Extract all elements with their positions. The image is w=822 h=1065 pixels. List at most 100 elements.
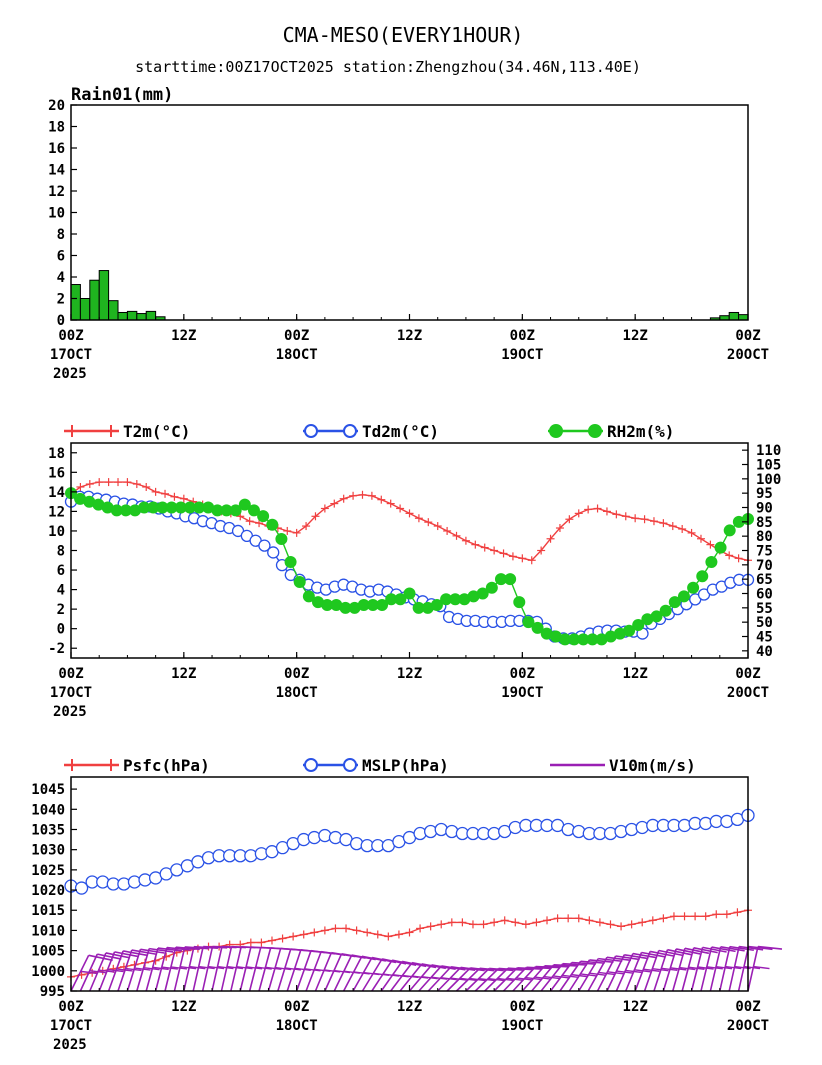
x-tick-label: 17OCT: [50, 685, 92, 701]
point-marker: [278, 934, 287, 943]
barb-flag: [562, 962, 587, 966]
y-tick-label: 45: [756, 630, 773, 646]
y-tick-label: 40: [756, 644, 773, 660]
y-tick-label: -2: [48, 641, 65, 657]
rain-axes: 00Z 17OCT 2025 12Z 00Z 18OCT 12Z 00Z 19OCT 12Z 00Z…: [48, 98, 769, 382]
point-marker: [508, 820, 522, 835]
barb-flag: [517, 967, 542, 970]
barb-staff: [211, 946, 223, 992]
point-marker: [555, 524, 564, 533]
barb-flag: [184, 946, 209, 950]
x-tick-label: 00Z: [510, 328, 535, 344]
point-marker: [104, 478, 113, 487]
rain-bar: [728, 311, 740, 321]
x-tick-label: 00Z: [510, 666, 535, 682]
point-marker: [238, 498, 251, 511]
barb-staff: [342, 955, 363, 992]
point-marker: [414, 514, 423, 523]
barb-flag: [535, 965, 560, 969]
y-tick-label: 75: [756, 544, 773, 560]
point-marker: [445, 824, 459, 839]
point-marker: [403, 587, 416, 600]
point-marker: [433, 522, 442, 531]
barb-half: [161, 966, 178, 970]
point-marker: [161, 489, 170, 498]
point-marker: [701, 912, 710, 921]
barb-staff: [286, 949, 302, 992]
barb-staff: [89, 952, 107, 992]
point-marker: [659, 604, 672, 617]
point-marker: [527, 556, 536, 565]
point-marker: [424, 824, 438, 839]
barb-flag: [140, 948, 165, 954]
point-marker: [416, 924, 425, 933]
point-marker: [480, 543, 489, 552]
barb-staff: [79, 953, 99, 992]
point-marker: [706, 540, 715, 549]
barb-half: [198, 965, 215, 970]
y-tick-label: 0: [57, 622, 65, 638]
rain-bar: [738, 314, 749, 321]
barb-flag: [580, 960, 605, 964]
point-marker: [572, 824, 586, 839]
point-marker: [138, 873, 152, 887]
barb-flag: [526, 966, 551, 970]
point-marker: [349, 491, 358, 500]
point-marker: [267, 936, 276, 945]
point-marker: [132, 480, 141, 489]
barb-staff: [136, 948, 150, 992]
y-tick-label: 70: [756, 558, 773, 574]
x-tick-label: 18OCT: [276, 685, 318, 701]
barb-flag: [175, 946, 200, 951]
point-marker: [430, 598, 443, 611]
point-marker: [678, 525, 687, 533]
y-tick-label: 50: [756, 615, 773, 631]
point-marker: [490, 918, 499, 927]
barb-staff: [719, 946, 731, 992]
point-marker: [320, 926, 329, 935]
point-marker: [283, 526, 292, 535]
point-marker: [621, 512, 630, 521]
point-marker: [284, 555, 297, 568]
barb-staff: [596, 955, 617, 992]
page-title: CMA-MESO(EVERY1HOUR): [283, 23, 524, 47]
point-marker: [258, 539, 271, 552]
x-tick-label: 19OCT: [501, 685, 543, 701]
point-marker: [584, 505, 593, 514]
legend-circle: [343, 758, 357, 772]
y-tick-label: 1020: [31, 883, 65, 899]
barb-staff: [634, 951, 651, 992]
barb-staff: [258, 947, 272, 992]
barb-staff: [220, 946, 233, 992]
point-marker: [373, 930, 382, 939]
x-tick-label: 00Z: [284, 666, 309, 682]
barb-staff: [474, 967, 500, 992]
point-marker: [123, 478, 132, 487]
barb-staff: [578, 958, 599, 992]
barb-half: [226, 965, 244, 970]
point-marker: [342, 924, 351, 933]
legend-dot: [588, 424, 602, 438]
x-tick-label: 00Z: [58, 666, 83, 682]
y-tick-label: 6: [57, 563, 65, 579]
barb-flag: [589, 959, 614, 963]
point-marker: [617, 922, 626, 931]
barb-flag: [667, 948, 692, 956]
point-marker: [358, 490, 367, 499]
point-marker: [443, 526, 452, 535]
point-marker: [405, 928, 414, 937]
barb-staff: [267, 948, 282, 992]
barb-half: [217, 965, 234, 970]
point-marker: [275, 533, 288, 546]
point-marker: [714, 541, 727, 554]
point-marker: [687, 528, 696, 537]
y-tick-label: 1010: [31, 923, 65, 939]
point-marker: [487, 826, 501, 841]
barb-half: [294, 967, 311, 972]
wind-barb: [173, 946, 209, 992]
point-marker: [521, 920, 530, 929]
x-tick-label: 12Z: [397, 999, 422, 1015]
x-tick-label: 00Z: [284, 328, 309, 344]
barb-flag: [157, 947, 183, 952]
